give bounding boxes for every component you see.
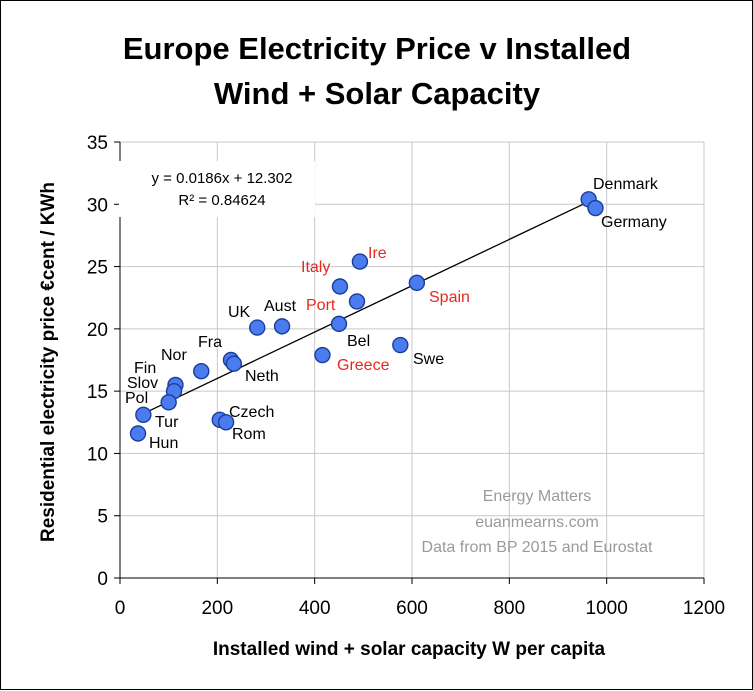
point-label-tur: Tur xyxy=(155,414,179,431)
point-label-swe: Swe xyxy=(413,351,444,368)
y-tick-labels: 0 5 10 15 20 25 30 35 xyxy=(87,133,108,590)
data-point-aust xyxy=(273,318,291,335)
data-point-bel xyxy=(330,315,348,333)
point-label-ire: Ire xyxy=(368,245,387,262)
point-label-italy: Italy xyxy=(301,259,330,276)
equation-background xyxy=(119,161,315,217)
point-labels: Denmark Germany Ire Italy Spain Port Bel UK Aust… xyxy=(125,176,667,452)
data-point-nor xyxy=(193,363,210,380)
point-label-nor: Nor xyxy=(161,347,187,364)
trendline-equation: y = 0.0186x + 12.302 xyxy=(152,170,293,187)
point-label-denmark: Denmark xyxy=(593,176,659,193)
point-label-neth: Neth xyxy=(245,368,279,385)
point-label-fin: Fin xyxy=(134,360,156,377)
r-squared-value: R² = 0.84624 xyxy=(178,192,265,209)
x-tick-labels: 0 200 400 600 800 1000 1200 xyxy=(115,598,725,619)
point-label-fra: Fra xyxy=(198,334,222,351)
point-label-slov: Slov xyxy=(127,375,158,392)
source-credits: Energy Matters euanmearns.com Data from … xyxy=(422,488,654,556)
trendline-equation-box: y = 0.0186x + 12.302 R² = 0.84624 xyxy=(119,161,315,217)
x-tick-label-0: 0 xyxy=(115,598,126,619)
data-point-uk xyxy=(249,319,266,336)
y-tick-label-2: 10 xyxy=(87,444,108,465)
x-tick-label-6: 1200 xyxy=(683,598,725,619)
credit-line-2: euanmearns.com xyxy=(475,514,599,531)
chart-title-line-1: Europe Electricity Price v Installed xyxy=(123,31,631,66)
data-points xyxy=(129,191,604,442)
x-tick-label-3: 600 xyxy=(396,598,428,619)
y-tick-label-4: 20 xyxy=(87,320,108,341)
data-point-tur xyxy=(135,406,152,424)
y-tick-label-5: 25 xyxy=(87,258,108,279)
point-label-czech: Czech xyxy=(229,404,274,421)
chart-title-line-2: Wind + Solar Capacity xyxy=(214,76,541,111)
point-label-germany: Germany xyxy=(601,214,667,231)
data-point-pol xyxy=(160,394,177,411)
point-label-aust: Aust xyxy=(264,298,297,315)
y-axis-label: Residential electricity price €cent / KW… xyxy=(38,182,59,542)
y-tick-label-0: 0 xyxy=(97,569,108,590)
point-label-rom: Rom xyxy=(232,426,266,443)
point-label-bel: Bel xyxy=(347,333,370,350)
data-point-port xyxy=(348,293,366,310)
point-label-uk: UK xyxy=(228,304,251,321)
data-point-swe xyxy=(392,336,409,354)
y-tick-label-1: 5 xyxy=(97,507,108,528)
y-tick-label-6: 30 xyxy=(87,195,108,216)
chart-title: Europe Electricity Price v Installed Win… xyxy=(123,31,631,111)
y-tick-label-3: 15 xyxy=(87,382,108,403)
y-tick-label-7: 35 xyxy=(87,133,108,154)
data-point-ire xyxy=(351,253,369,270)
x-tick-label-4: 800 xyxy=(493,598,525,619)
data-point-neth xyxy=(225,355,243,372)
point-label-pol: Pol xyxy=(125,390,148,407)
x-tick-label-5: 1000 xyxy=(586,598,628,619)
data-point-hun xyxy=(129,425,147,442)
point-label-greece: Greece xyxy=(337,357,390,374)
trendline xyxy=(144,200,590,414)
data-point-spain xyxy=(408,274,426,291)
point-label-port: Port xyxy=(306,297,336,314)
data-point-greece xyxy=(314,346,331,364)
credit-line-3: Data from BP 2015 and Eurostat xyxy=(422,539,654,556)
data-point-rom xyxy=(217,414,235,431)
x-axis-label: Installed wind + solar capacity W per ca… xyxy=(213,639,606,660)
data-point-germany xyxy=(587,199,604,217)
x-tick-label-1: 200 xyxy=(201,598,233,619)
point-label-spain: Spain xyxy=(429,289,470,306)
x-tick-label-2: 400 xyxy=(299,598,331,619)
trendline-line xyxy=(144,200,590,414)
data-point-italy xyxy=(331,278,349,295)
credit-line-1: Energy Matters xyxy=(483,488,591,505)
point-label-hun: Hun xyxy=(149,435,178,452)
